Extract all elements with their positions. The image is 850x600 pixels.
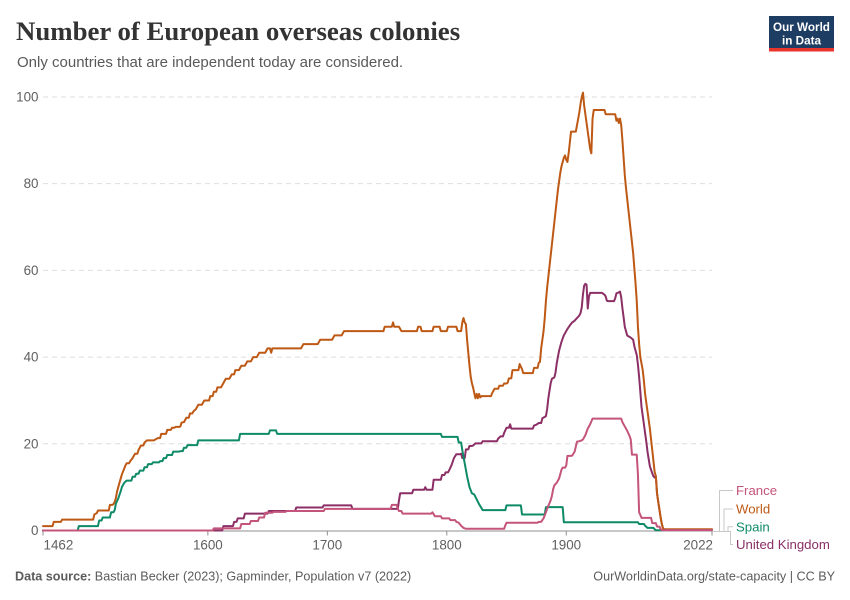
svg-text:France: France	[736, 483, 777, 498]
svg-text:Data source: Bastian Becker (2: Data source: Bastian Becker (2023); Gapm…	[15, 570, 411, 584]
svg-text:1900: 1900	[551, 538, 581, 553]
svg-text:Only countries that are indepe: Only countries that are independent toda…	[17, 54, 403, 71]
svg-text:60: 60	[24, 263, 39, 278]
svg-text:80: 80	[24, 176, 39, 191]
svg-text:20: 20	[24, 436, 39, 451]
svg-text:World: World	[736, 502, 770, 517]
svg-text:40: 40	[24, 350, 39, 365]
svg-text:0: 0	[31, 523, 38, 538]
svg-text:1800: 1800	[432, 538, 462, 553]
svg-text:Spain: Spain	[736, 519, 770, 534]
svg-text:1700: 1700	[312, 538, 342, 553]
svg-text:1462: 1462	[44, 538, 74, 553]
svg-text:in Data: in Data	[782, 35, 821, 48]
svg-text:Number of European overseas co: Number of European overseas colonies	[16, 16, 460, 46]
svg-text:2022: 2022	[683, 538, 713, 553]
svg-text:United Kingdom: United Kingdom	[736, 537, 830, 552]
svg-text:100: 100	[16, 89, 38, 104]
svg-text:Our World: Our World	[773, 21, 830, 34]
svg-text:OurWorldinData.org/state-capac: OurWorldinData.org/state-capacity | CC B…	[593, 570, 835, 584]
svg-text:1600: 1600	[193, 538, 223, 553]
